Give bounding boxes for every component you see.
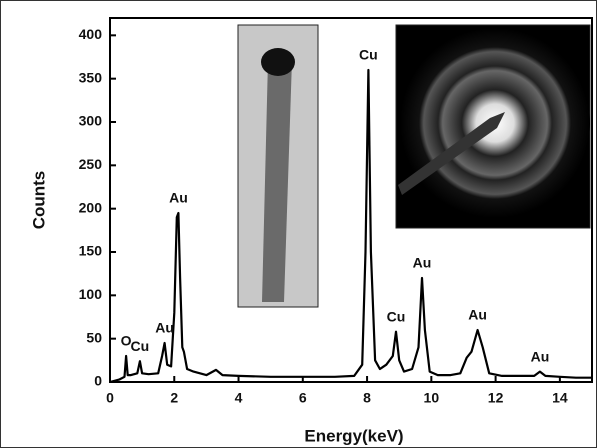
peak-label: Cu bbox=[131, 338, 150, 354]
x-tick-label: 4 bbox=[235, 390, 243, 406]
y-tick-label: 300 bbox=[79, 113, 103, 129]
x-tick-label: 14 bbox=[552, 390, 568, 406]
peak-label: Cu bbox=[359, 47, 378, 63]
x-tick-label: 6 bbox=[299, 390, 307, 406]
x-axis-title: Energy(keV) bbox=[304, 426, 403, 445]
x-tick-label: 0 bbox=[106, 390, 114, 406]
spectrum-line bbox=[109, 68, 592, 384]
x-tick-label: 10 bbox=[424, 390, 440, 406]
plot-frame bbox=[109, 17, 593, 383]
inset-tem bbox=[237, 24, 319, 308]
peak-label: O bbox=[121, 333, 132, 349]
peak-label: Au bbox=[468, 307, 487, 323]
inset-diffraction bbox=[395, 24, 591, 229]
x-tick-label: 8 bbox=[363, 390, 371, 406]
peak-label: Au bbox=[169, 190, 188, 206]
peak-label: Au bbox=[531, 348, 550, 364]
y-tick-label: 200 bbox=[79, 199, 103, 215]
y-axis-title: Counts bbox=[29, 171, 48, 230]
y-tick-label: 250 bbox=[79, 156, 103, 172]
peak-label: Cu bbox=[387, 308, 406, 324]
peak-label: Au bbox=[413, 255, 432, 271]
y-tick-label: 400 bbox=[79, 26, 103, 42]
y-tick-label: 0 bbox=[94, 373, 102, 389]
peak-label: Au bbox=[155, 320, 174, 336]
y-tick-label: 100 bbox=[79, 286, 103, 302]
y-tick-label: 350 bbox=[79, 69, 103, 85]
x-tick-label: 12 bbox=[488, 390, 504, 406]
y-tick-label: 150 bbox=[79, 243, 103, 259]
x-tick-label: 2 bbox=[170, 390, 178, 406]
y-tick-label: 50 bbox=[86, 329, 102, 345]
